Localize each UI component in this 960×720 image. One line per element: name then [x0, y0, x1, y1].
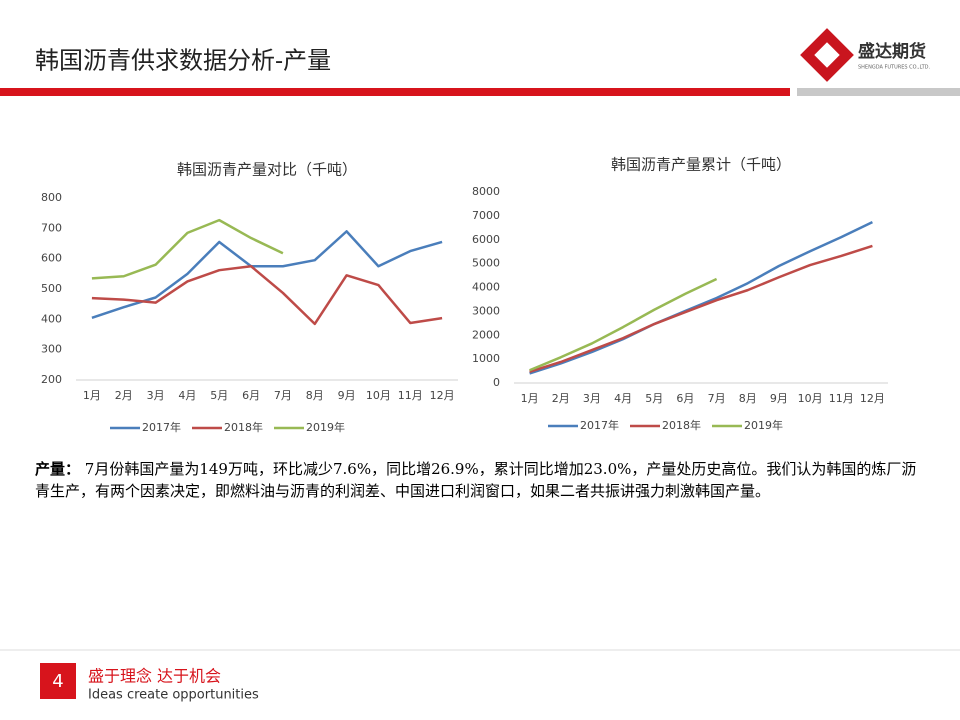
x-tick-label: 4月: [614, 392, 632, 405]
logo-name: 盛达期货: [858, 41, 926, 62]
page-number: 4: [52, 671, 63, 692]
series-line: [529, 244, 873, 373]
x-tick-label: 8月: [739, 392, 757, 405]
y-tick-label: 8000: [472, 185, 500, 198]
x-tick-label: 3月: [583, 392, 601, 405]
legend-label: 2017年: [142, 420, 181, 434]
y-tick-label: 4000: [472, 281, 500, 294]
series-line: [91, 218, 284, 280]
x-tick-label: 1月: [83, 389, 101, 402]
logo-mark-inner: [814, 42, 840, 68]
slogan-en: Ideas create opportunities: [88, 688, 259, 703]
legend-label: 2019年: [306, 420, 345, 434]
y-tick-label: 1000: [472, 352, 500, 365]
y-tick-label: 300: [41, 343, 62, 356]
y-tick-label: 700: [41, 221, 62, 234]
x-tick-label: 11月: [398, 389, 423, 402]
x-tick-label: 1月: [521, 392, 539, 405]
legend-label: 2017年: [580, 418, 619, 432]
legend-label: 2018年: [662, 418, 701, 432]
x-tick-label: 2月: [115, 389, 133, 402]
y-tick-label: 7000: [472, 209, 500, 222]
y-tick-label: 400: [41, 312, 62, 325]
y-tick-label: 600: [41, 252, 62, 265]
x-tick-label: 4月: [178, 389, 196, 402]
header-bar-gray: [797, 88, 960, 96]
slogan-a: 盛于理念: [88, 667, 152, 686]
x-tick-label: 12月: [860, 392, 885, 405]
y-tick-label: 800: [41, 191, 62, 204]
x-tick-label: 11月: [829, 392, 854, 405]
legend-label: 2018年: [224, 420, 263, 434]
page-box: [40, 663, 76, 699]
legend-label: 2019年: [744, 418, 783, 432]
x-tick-label: 10月: [798, 392, 823, 405]
x-tick-label: 5月: [645, 392, 663, 405]
series-line: [91, 230, 443, 320]
body-text: 产量： 7月份韩国产量为149万吨，环比减少7.6%，同比增26.9%，累计同比…: [35, 458, 930, 502]
x-tick-label: 6月: [676, 392, 694, 405]
series-line: [529, 277, 718, 372]
chart-title: 韩国沥青产量累计（千吨）: [611, 156, 791, 174]
slide-title: 韩国沥青供求数据分析-产量: [35, 47, 331, 75]
x-tick-label: 5月: [210, 389, 228, 402]
x-tick-label: 9月: [770, 392, 788, 405]
x-tick-label: 10月: [366, 389, 391, 402]
body-paragraph: 7月份韩国产量为149万吨，环比减少7.6%，同比增26.9%，累计同比增加23…: [35, 460, 917, 500]
x-tick-label: 9月: [338, 389, 356, 402]
y-tick-label: 3000: [472, 304, 500, 317]
x-tick-label: 2月: [552, 392, 570, 405]
y-tick-label: 6000: [472, 233, 500, 246]
body-lead: 产量：: [35, 460, 81, 478]
y-tick-label: 5000: [472, 257, 500, 270]
series-line: [91, 265, 443, 326]
x-tick-label: 3月: [147, 389, 165, 402]
x-tick-label: 12月: [430, 389, 455, 402]
logo-sub: SHENGDA FUTURES CO.,LTD.: [858, 65, 931, 71]
y-tick-label: 0: [493, 376, 500, 389]
y-tick-label: 200: [41, 373, 62, 386]
y-tick-label: 500: [41, 282, 62, 295]
x-tick-label: 8月: [306, 389, 324, 402]
chart-title: 韩国沥青产量对比（千吨）: [177, 161, 357, 179]
series-line: [529, 220, 873, 375]
slogan-b: 达于机会: [157, 667, 221, 686]
x-tick-label: 7月: [274, 389, 292, 402]
y-tick-label: 2000: [472, 328, 500, 341]
x-tick-label: 7月: [708, 392, 726, 405]
x-tick-label: 6月: [242, 389, 260, 402]
header-bar: [0, 88, 790, 96]
